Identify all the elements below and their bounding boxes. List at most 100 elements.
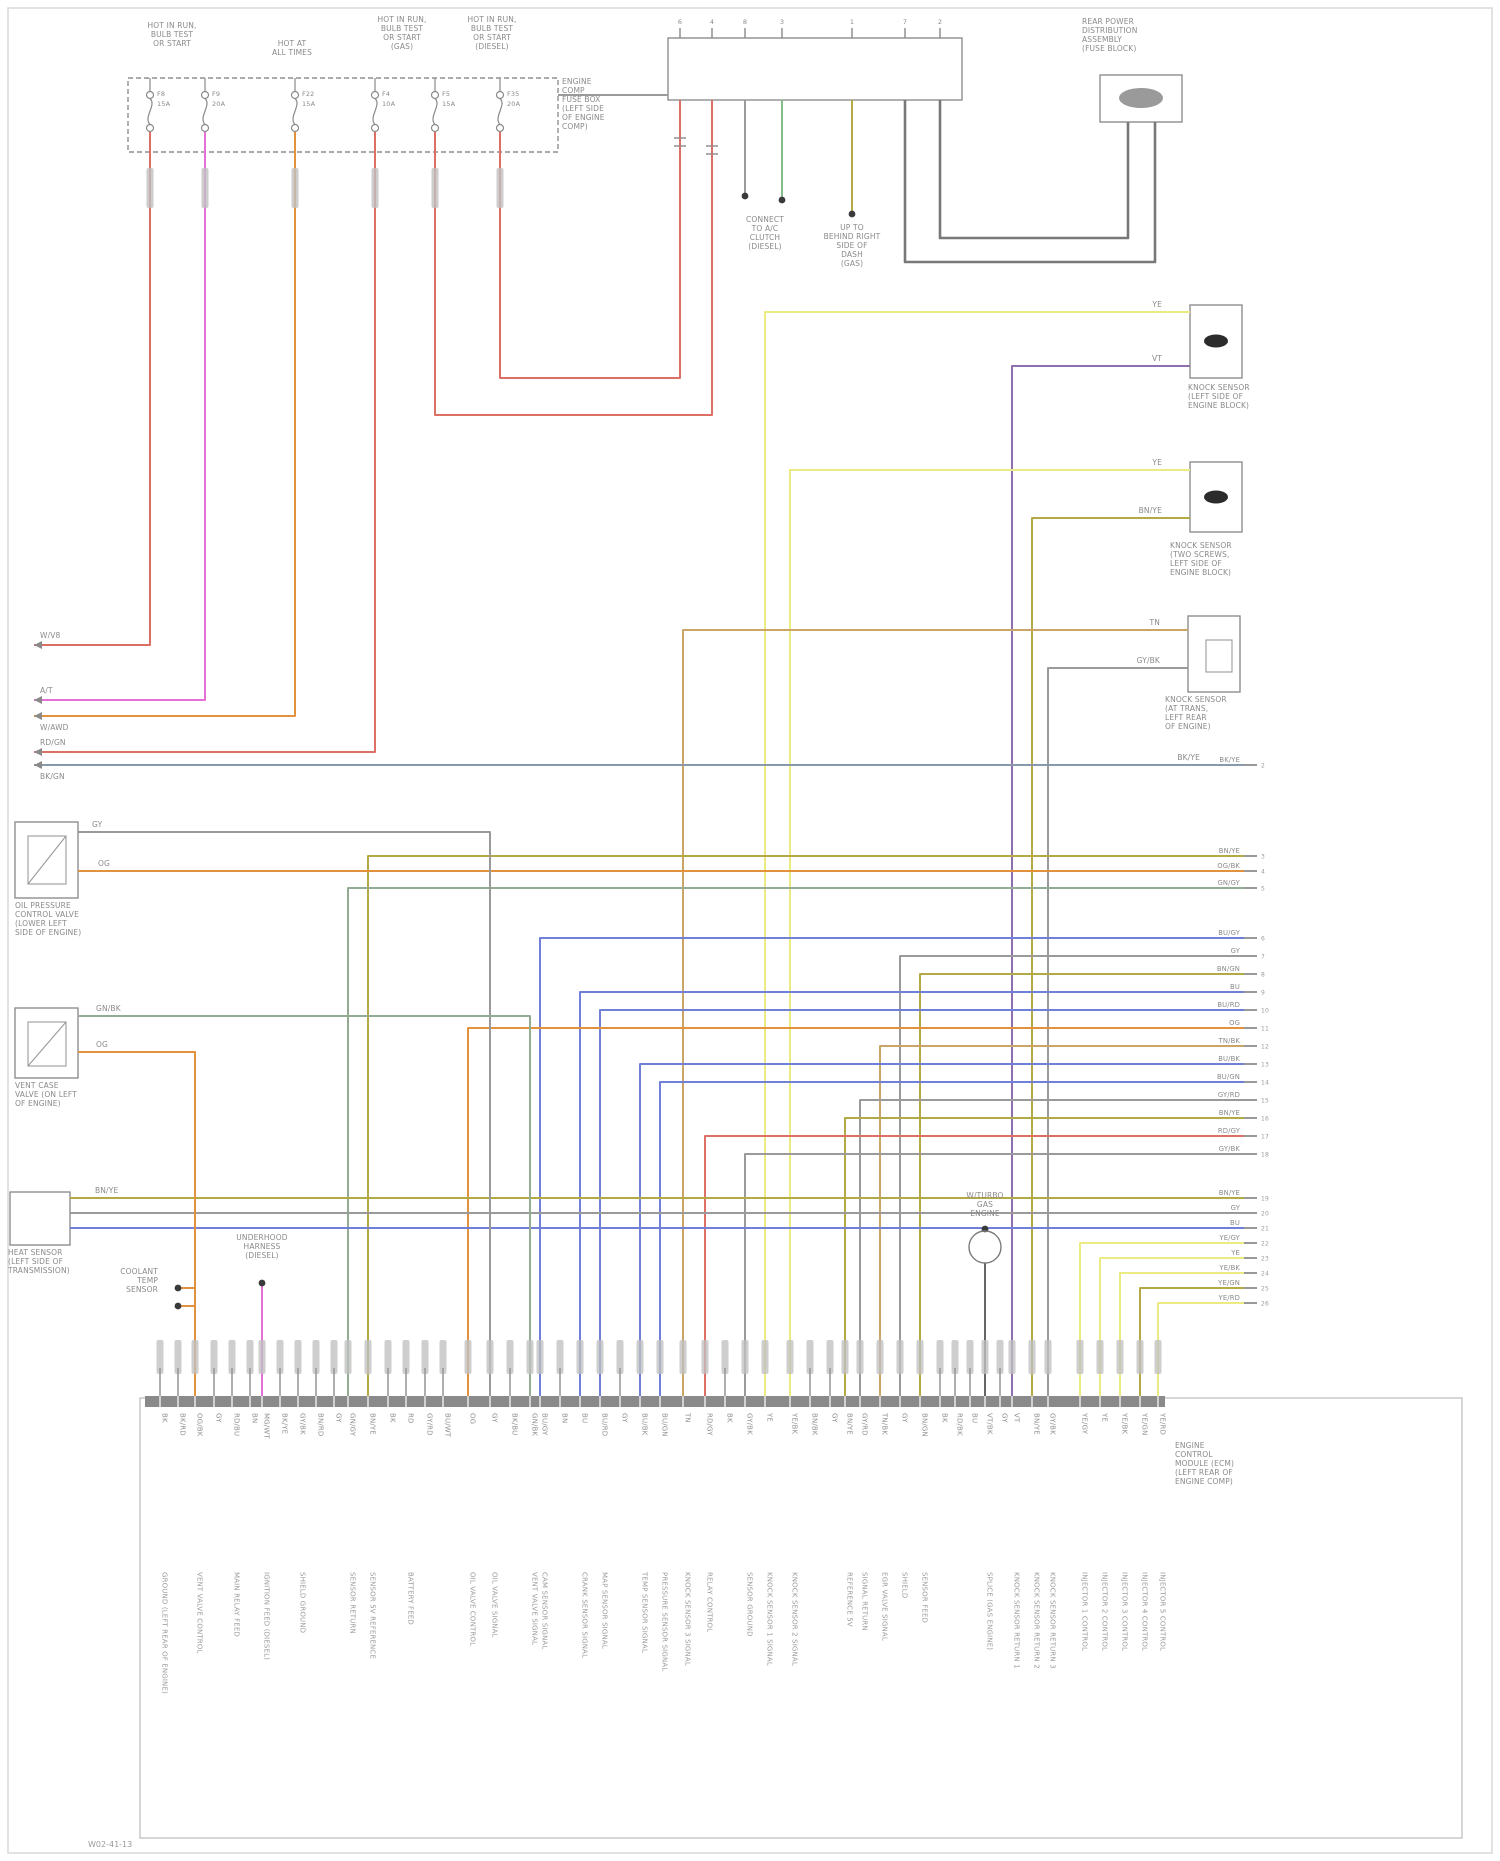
bar-pin-notch (919, 1396, 921, 1407)
pin-circuit-label: KNOCK SENSOR 1 SIGNAL (766, 1572, 774, 1666)
inline-connector (210, 1340, 218, 1374)
inline-connector (228, 1340, 236, 1374)
component-label: UP TO (840, 223, 864, 232)
pin-number: 14 (1261, 1080, 1269, 1087)
pin-wire-code: BK (726, 1413, 734, 1423)
pin-circuit-label: RELAY CONTROL (706, 1572, 714, 1632)
wire-code-label: A/T (40, 686, 53, 695)
pin-number: 9 (1261, 990, 1265, 997)
pin-wire-code: RD/BU (233, 1413, 241, 1436)
pin-wire-code: GY/BK (299, 1413, 307, 1435)
component-label: HOT IN RUN, (377, 15, 426, 24)
fuse-terminal (290, 90, 300, 100)
inline-connector (506, 1340, 514, 1374)
pin-wire-code: GY/RD (861, 1413, 869, 1436)
pin-wire-code: YE/GY (1081, 1412, 1089, 1435)
bar-pin-notch (939, 1396, 941, 1407)
inline-connector (966, 1340, 974, 1374)
pin-wire-code: YE/BK (1121, 1412, 1129, 1434)
inline-connector (806, 1340, 814, 1374)
pin-wire-code: BU/RD (601, 1413, 609, 1436)
inline-connector (384, 1340, 392, 1374)
pin-wire-code: BK (161, 1413, 169, 1423)
component-label: UNDERHOOD (236, 1233, 287, 1242)
wire-code-label: W/AWD (40, 723, 69, 732)
component-label: (TWO SCREWS, (1170, 550, 1230, 559)
fuse-element (497, 98, 503, 125)
component-label: DASH (841, 250, 863, 259)
wire-YE (789, 469, 1190, 1396)
inline-connector (896, 1340, 904, 1374)
bar-pin-notch (424, 1396, 426, 1407)
pin-circuit-label: GROUND (LEFT REAR OF ENGINE) (161, 1572, 169, 1694)
pin-circuit-label: INJECTOR 2 CONTROL (1101, 1572, 1109, 1651)
inline-connector (421, 1340, 429, 1374)
wire-code-label: RD/GY (1218, 1127, 1241, 1135)
wire-code-label: OG (1229, 1019, 1240, 1027)
pin-wire-code: BN/RD (317, 1413, 325, 1436)
bar-pin-notch (297, 1396, 299, 1407)
fuse-id: F8 (157, 90, 165, 98)
inline-connector (371, 168, 379, 208)
component-label: REAR POWER (1082, 17, 1134, 26)
pin-number: 16 (1261, 1116, 1269, 1123)
pin-wire-code: YE/BK (791, 1412, 799, 1434)
bar-pin-notch (177, 1396, 179, 1407)
fuse-rating: 15A (442, 100, 456, 108)
wire-RD (434, 100, 713, 416)
inline-connector (556, 1340, 564, 1374)
pin-circuit-label: SENSOR FEED (921, 1572, 929, 1623)
pin-circuit-label: INJECTOR 1 CONTROL (1081, 1572, 1089, 1651)
pin-wire-code: YE (766, 1412, 774, 1422)
inline-connector (276, 1340, 284, 1374)
component-label: VALVE (ON LEFT (15, 1090, 77, 1099)
fuse-element (202, 98, 208, 125)
pin-wire-code: VT (1013, 1413, 1021, 1423)
splice-dot (174, 1302, 182, 1310)
inline-connector (1044, 1340, 1052, 1374)
wire-code-label: YE/BK (1218, 1264, 1240, 1272)
wire-OG (78, 1051, 196, 1396)
component-label: VENT CASE (15, 1081, 59, 1090)
component-label: OF ENGINE) (1165, 722, 1211, 731)
bar-pin-notch (1031, 1396, 1033, 1407)
ecm-label: ENGINE COMP) (1175, 1477, 1233, 1486)
fuse-rating: 15A (302, 100, 316, 108)
connector-terminal (1204, 334, 1228, 348)
inline-connector (191, 1340, 199, 1374)
pin-circuit-label: KNOCK SENSOR RETURN 3 (1049, 1572, 1057, 1669)
wire-code-label: BK/YE (1177, 753, 1200, 762)
pin-wire-code: GY (335, 1413, 343, 1423)
pin-circuit-label: CRANK SENSOR SIGNAL (581, 1572, 589, 1658)
component-label: (LEFT SIDE OF (1188, 392, 1243, 401)
bar-pin-notch (559, 1396, 561, 1407)
left-terminal-arrow (34, 696, 42, 704)
component-label: OR START (473, 33, 511, 42)
pin-number: 5 (1261, 886, 1265, 893)
inline-connector (636, 1340, 644, 1374)
pin-circuit-label: SPLICE (GAS ENGINE) (986, 1572, 994, 1650)
component-label: OR START (153, 39, 191, 48)
inline-connector (721, 1340, 729, 1374)
splice-dot (258, 1279, 266, 1287)
wire-code-label: BN/GN (1217, 965, 1240, 973)
inline-connector (916, 1340, 924, 1374)
pin-wire-code: BN/YE (846, 1413, 854, 1435)
pin-circuit-label: EGR VALVE SIGNAL (881, 1572, 889, 1641)
pin-wire-code: VT/BK (986, 1413, 994, 1435)
component-label: SIDE OF ENGINE) (15, 928, 81, 937)
pin-circuit-label: SHIELD (901, 1572, 909, 1598)
pin-number: 3 (1261, 854, 1265, 861)
pin-wire-code: YE/RD (1159, 1412, 1167, 1435)
pin-wire-code: BK (941, 1413, 949, 1423)
pin-wire-code: BU (971, 1413, 979, 1423)
bar-pin-notch (509, 1396, 511, 1407)
wire-code-label: BU/RD (1217, 1001, 1240, 1009)
bar-pin-notch (1047, 1396, 1049, 1407)
pin-wire-code: GY (1001, 1413, 1009, 1423)
bar-pin-notch (844, 1396, 846, 1407)
inline-connector (258, 1340, 266, 1374)
wire-code-label: BN/YE (1139, 506, 1162, 515)
pin-number: 10 (1261, 1008, 1269, 1015)
bar-pin-notch (954, 1396, 956, 1407)
